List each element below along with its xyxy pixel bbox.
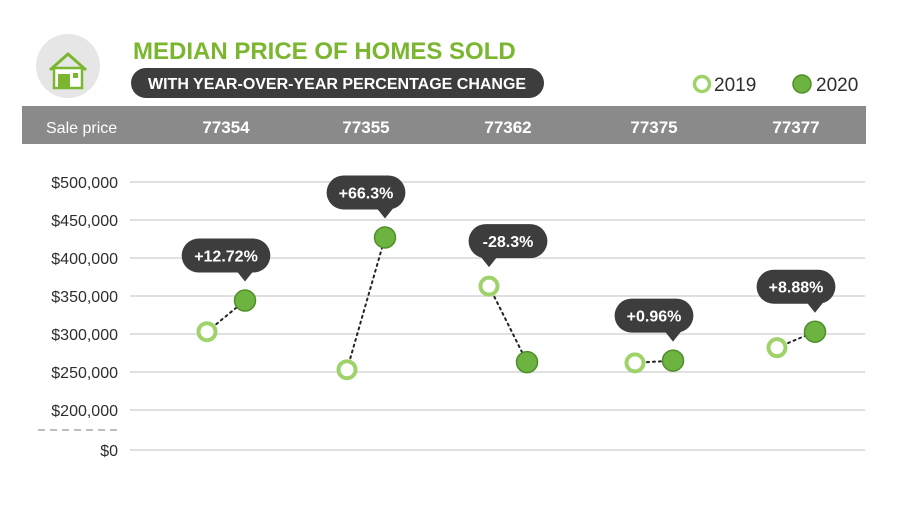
legend-label-2019: 2019	[714, 75, 756, 96]
icon-roof	[49, 52, 87, 72]
y-tick-label: $450,000	[51, 213, 118, 230]
header-row-label: Sale price	[46, 120, 117, 137]
point-2020	[803, 320, 827, 343]
point-2020	[373, 226, 397, 249]
chart-title: MEDIAN PRICE OF HOMES SOLD	[133, 38, 516, 65]
house-garage-icon	[36, 34, 100, 98]
change-label: -28.3%	[468, 224, 548, 268]
point-2019	[196, 321, 218, 343]
change-label-pointer	[665, 331, 681, 342]
point-2020	[661, 349, 685, 372]
y-tick-label: $0	[100, 443, 118, 460]
change-label-text: +66.3%	[339, 185, 394, 202]
change-label-text: +8.88%	[769, 280, 824, 297]
change-label-text: -28.3%	[483, 234, 534, 251]
connector-line	[488, 285, 528, 364]
x-tick-label: 77377	[772, 118, 819, 137]
subtitle-pill	[131, 68, 544, 98]
y-tick-label: $300,000	[51, 327, 118, 344]
point-2019	[336, 359, 358, 381]
icon-window	[73, 73, 78, 78]
point-2019	[624, 352, 646, 374]
legend-marker-2020	[792, 74, 812, 94]
change-label-text: +0.96%	[627, 309, 682, 326]
y-tick-label: $500,000	[51, 175, 118, 192]
change-label-pointer	[807, 302, 823, 313]
point-2019	[478, 275, 500, 297]
change-label: +12.72%	[181, 238, 271, 282]
point-2020	[233, 289, 257, 312]
icon-circle	[36, 34, 100, 98]
legend: 2019 2020	[692, 74, 858, 96]
y-tick-label: $200,000	[51, 403, 118, 420]
change-label-bubble	[326, 175, 406, 210]
point-2020	[515, 350, 539, 374]
change-label-text: +12.72%	[194, 249, 258, 266]
legend-label-2020: 2020	[816, 75, 858, 96]
change-label-bubble	[468, 224, 548, 259]
x-tick-label: 77354	[202, 118, 250, 137]
x-tick-label: 77362	[484, 118, 531, 137]
x-tick-label: 77355	[342, 118, 389, 137]
change-label-bubble	[181, 238, 271, 273]
change-label-bubble	[756, 269, 836, 304]
change-label-pointer	[377, 208, 393, 219]
legend-marker-2019	[692, 74, 712, 94]
change-label: +66.3%	[326, 175, 406, 219]
change-label: +0.96%	[614, 298, 694, 342]
y-tick-label: $350,000	[51, 289, 118, 306]
y-tick-label: $250,000	[51, 365, 118, 382]
icon-garage-door	[58, 74, 70, 88]
connector-line	[346, 236, 386, 371]
change-label-pointer	[481, 257, 497, 268]
header-bar	[22, 106, 866, 144]
point-2019	[766, 337, 788, 359]
change-label: +8.88%	[756, 269, 836, 313]
chart-subtitle: WITH YEAR-OVER-YEAR PERCENTAGE CHANGE	[148, 76, 526, 93]
x-tick-label: 77375	[630, 118, 677, 137]
change-label-pointer	[237, 271, 253, 282]
y-tick-label: $400,000	[51, 251, 118, 268]
change-label-bubble	[614, 298, 694, 333]
